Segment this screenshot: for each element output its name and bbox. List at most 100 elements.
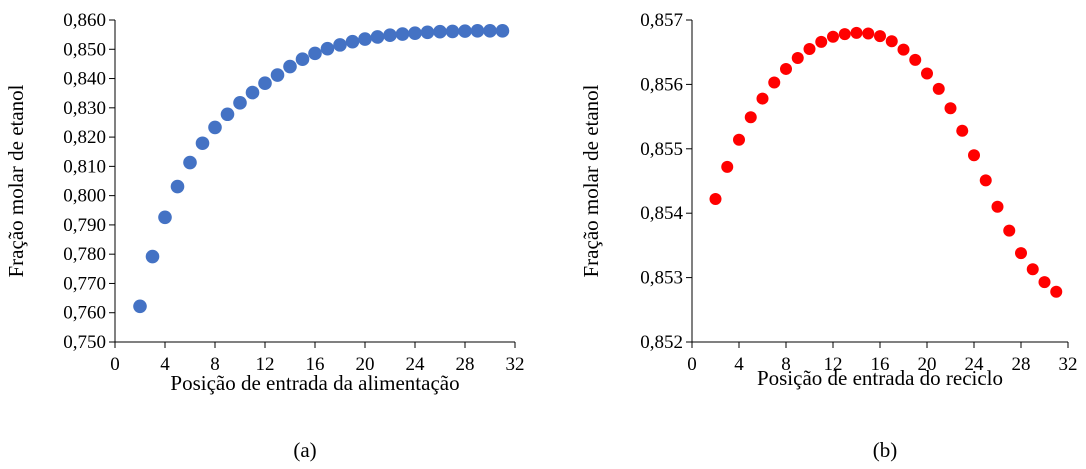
data-point: [308, 46, 322, 61]
x-tick-label: 12: [824, 354, 843, 375]
data-point: [220, 107, 235, 122]
data-point: [195, 136, 210, 151]
data-point: [1003, 224, 1016, 237]
data-point: [458, 24, 472, 38]
data-point: [838, 28, 851, 41]
data-point: [909, 53, 922, 66]
data-point: [897, 43, 910, 56]
x-tick-label: 8: [210, 354, 220, 375]
data-point: [885, 35, 898, 48]
x-tick-label: 20: [918, 354, 937, 375]
data-point: [1026, 263, 1039, 276]
data-point: [815, 35, 828, 48]
x-tick-label: 0: [110, 354, 120, 375]
x-tick-label: 32: [506, 354, 525, 375]
data-point: [780, 62, 792, 75]
data-point: [283, 59, 297, 74]
data-point: [874, 30, 886, 43]
data-point: [709, 193, 722, 206]
x-tick-label: 28: [1012, 354, 1031, 375]
x-axis-title: Posição de entrada da alimentação: [170, 371, 459, 395]
data-point: [744, 111, 757, 124]
x-axis-title: Posição de entrada do reciclo: [757, 366, 1003, 390]
data-point: [320, 41, 335, 56]
data-point: [721, 160, 734, 173]
data-point: [170, 179, 185, 194]
data-point: [1050, 285, 1063, 298]
x-tick-label: 32: [1059, 354, 1078, 375]
data-point: [768, 76, 781, 89]
data-point: [1038, 276, 1051, 289]
x-tick-label: 20: [356, 354, 375, 375]
data-point: [395, 27, 410, 41]
data-point: [145, 249, 160, 264]
data-point: [956, 124, 969, 137]
x-tick-label: 24: [965, 354, 985, 375]
data-point: [158, 210, 172, 225]
data-point: [979, 174, 992, 187]
panel-caption: (a): [293, 438, 316, 462]
data-point: [233, 96, 247, 110]
data-point: [862, 27, 875, 40]
panel-caption: (b): [873, 438, 898, 462]
data-point: [433, 24, 447, 39]
data-point: [383, 28, 397, 43]
y-tick-label: 0,770: [63, 273, 106, 294]
data-point: [370, 30, 385, 44]
data-point: [133, 299, 147, 314]
data-point: [358, 32, 372, 46]
y-tick-label: 0,856: [640, 74, 683, 95]
y-tick-label: 0,853: [640, 268, 683, 289]
x-tick-label: 12: [256, 354, 275, 375]
y-tick-label: 0,790: [63, 215, 106, 236]
y-tick-label: 0,830: [63, 98, 106, 119]
data-point: [183, 155, 197, 170]
y-tick-label: 0,800: [63, 186, 106, 207]
data-point: [495, 24, 510, 38]
data-point: [345, 34, 360, 49]
data-point: [850, 26, 863, 39]
x-tick-label: 24: [406, 354, 426, 375]
data-point: [756, 92, 769, 105]
data-point: [944, 102, 957, 115]
y-tick-label: 0,852: [640, 332, 683, 353]
y-tick-label: 0,760: [63, 303, 106, 324]
data-point: [991, 200, 1004, 213]
y-axis-title: Fração molar de etanol: [579, 84, 603, 277]
y-tick-label: 0,840: [63, 69, 106, 90]
data-point: [445, 24, 460, 39]
data-point: [258, 76, 272, 91]
y-tick-label: 0,820: [63, 127, 106, 148]
y-tick-label: 0,855: [640, 139, 683, 160]
x-tick-label: 28: [456, 354, 475, 375]
data-point: [803, 42, 816, 55]
chart-panel-a: 0,750 0,760 0,770 0,780 0,790 0,800 0,810 0,820…: [4, 10, 525, 462]
y-tick-label: 0,854: [640, 203, 683, 224]
data-point: [420, 25, 435, 40]
data-point: [208, 120, 222, 135]
data-point: [791, 51, 804, 64]
data-point: [733, 133, 745, 146]
data-point: [295, 52, 310, 67]
y-tick-label: 0,850: [63, 39, 106, 60]
x-tick-label: 16: [306, 354, 325, 375]
x-tick-label: 8: [781, 354, 791, 375]
y-tick-label: 0,857: [640, 10, 683, 31]
x-tick-label: 0: [687, 354, 697, 375]
data-point: [483, 24, 497, 38]
data-point: [333, 38, 347, 52]
data-point: [1015, 247, 1027, 260]
data-point: [470, 24, 485, 38]
y-tick-label: 0,810: [63, 156, 106, 177]
y-axis-title: Fração molar de etanol: [4, 84, 28, 277]
y-tick-label: 0,750: [63, 332, 106, 353]
y-tick-label: 0,780: [63, 244, 106, 265]
x-tick-label: 4: [734, 354, 744, 375]
data-point: [968, 149, 980, 162]
x-tick-label: 4: [160, 354, 170, 375]
y-tick-label: 0,860: [63, 10, 106, 31]
data-point: [408, 26, 422, 40]
x-tick-label: 16: [871, 354, 890, 375]
data-point: [932, 82, 945, 95]
